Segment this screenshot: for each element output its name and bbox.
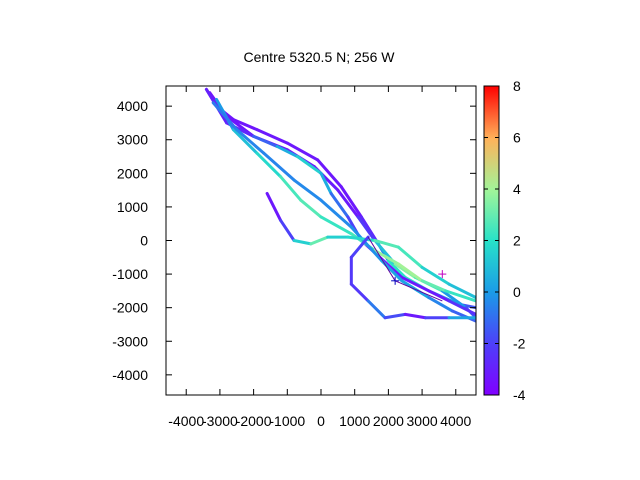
series-segment: [349, 282, 370, 303]
series-segment: [450, 309, 476, 323]
x-tick-label: 1000: [339, 413, 370, 429]
x-tick-label: -3000: [202, 413, 238, 429]
colorbar-tick-label: 4: [513, 181, 521, 197]
y-tick-label: 1000: [117, 199, 148, 215]
series-layer: [204, 87, 476, 323]
x-tick-label: 0: [317, 413, 325, 429]
series-segment: [231, 118, 259, 132]
plus-marker-1: [438, 270, 447, 279]
series-segment: [444, 289, 476, 303]
connector-line-0: [367, 236, 396, 282]
colorbar-tick-label: 6: [513, 130, 521, 146]
series-segment: [420, 279, 448, 293]
x-tick-label: 2000: [373, 413, 404, 429]
y-tick-label: -2000: [112, 300, 148, 316]
colorbar-axis: -4 -2 0 2 4 6 8: [484, 78, 526, 403]
colorbar-tick-label: 8: [513, 78, 521, 94]
series-segment: [211, 101, 239, 132]
x-tick-label: -1000: [269, 413, 305, 429]
series-segment: [262, 151, 296, 182]
x-tick-label: 4000: [440, 413, 471, 429]
colorbar-tick-label: 2: [513, 233, 521, 249]
colorbar-tick-label: -2: [513, 336, 526, 352]
y-tick-label: -3000: [112, 333, 148, 349]
series-segment: [447, 299, 476, 316]
series-segment: [397, 245, 424, 269]
series-segment: [366, 299, 387, 320]
series-line-2: [204, 87, 476, 316]
series-segment: [309, 235, 330, 246]
series-line-5: [265, 191, 476, 300]
series-segment: [319, 198, 353, 229]
series-segment: [346, 235, 377, 242]
series-segment: [252, 134, 279, 148]
y-axis: -4000 -3000 -2000 -1000 0 1000 2000 3000 4000: [112, 98, 476, 383]
series-segment: [319, 171, 333, 195]
series-segment: [279, 218, 296, 242]
series-segment: [373, 249, 400, 266]
series-segment: [349, 235, 370, 259]
series-segment: [255, 128, 289, 145]
series-segment: [265, 191, 283, 222]
series-segment: [336, 188, 360, 219]
series-segment: [386, 259, 407, 279]
connector-line-1: [394, 280, 443, 302]
y-tick-label: 3000: [117, 132, 148, 148]
series-segment: [400, 275, 451, 303]
x-axis: -4000-3000-2000-1000 0 1000 2000 3000 4000: [168, 86, 472, 429]
series-segment: [420, 265, 451, 286]
series-segment: [275, 144, 299, 159]
series-segment: [349, 225, 384, 263]
series-segment: [316, 158, 343, 189]
series-segment: [299, 198, 323, 219]
y-tick-label: 0: [140, 233, 148, 249]
x-tick-label: -4000: [168, 413, 204, 429]
chart-title: Centre 5320.5 N; 256 W: [244, 49, 396, 65]
y-tick-label: 4000: [117, 98, 148, 114]
series-segment: [356, 215, 377, 242]
marker-layer: [367, 236, 447, 302]
x-tick-label: -2000: [236, 413, 272, 429]
series-segment: [285, 141, 320, 162]
series-segment: [440, 289, 468, 310]
series-line-6: [349, 235, 476, 320]
series-segment: [329, 191, 350, 219]
plus-marker-0: [391, 276, 400, 285]
series-segment: [319, 215, 353, 236]
series-segment: [295, 155, 323, 175]
series-segment: [397, 262, 424, 283]
series-segment: [373, 239, 400, 249]
series-segment: [339, 185, 363, 219]
series-segment: [279, 175, 303, 202]
series-segment: [235, 128, 266, 155]
series-segment: [231, 128, 259, 155]
series-segment: [383, 312, 407, 320]
series-segment: [427, 296, 454, 313]
series-segment: [403, 312, 427, 320]
x-tick-label: 3000: [407, 413, 438, 429]
colorbar-tick-label: 0: [513, 284, 521, 300]
series-segment: [447, 282, 476, 300]
series-segment: [255, 151, 283, 179]
y-tick-label: -1000: [112, 266, 148, 282]
colorbar-tick-label: -4: [513, 387, 526, 403]
y-tick-label: 2000: [117, 165, 148, 181]
series-segment: [292, 239, 313, 246]
y-tick-label: -4000: [112, 367, 148, 383]
series-segment: [292, 178, 323, 202]
